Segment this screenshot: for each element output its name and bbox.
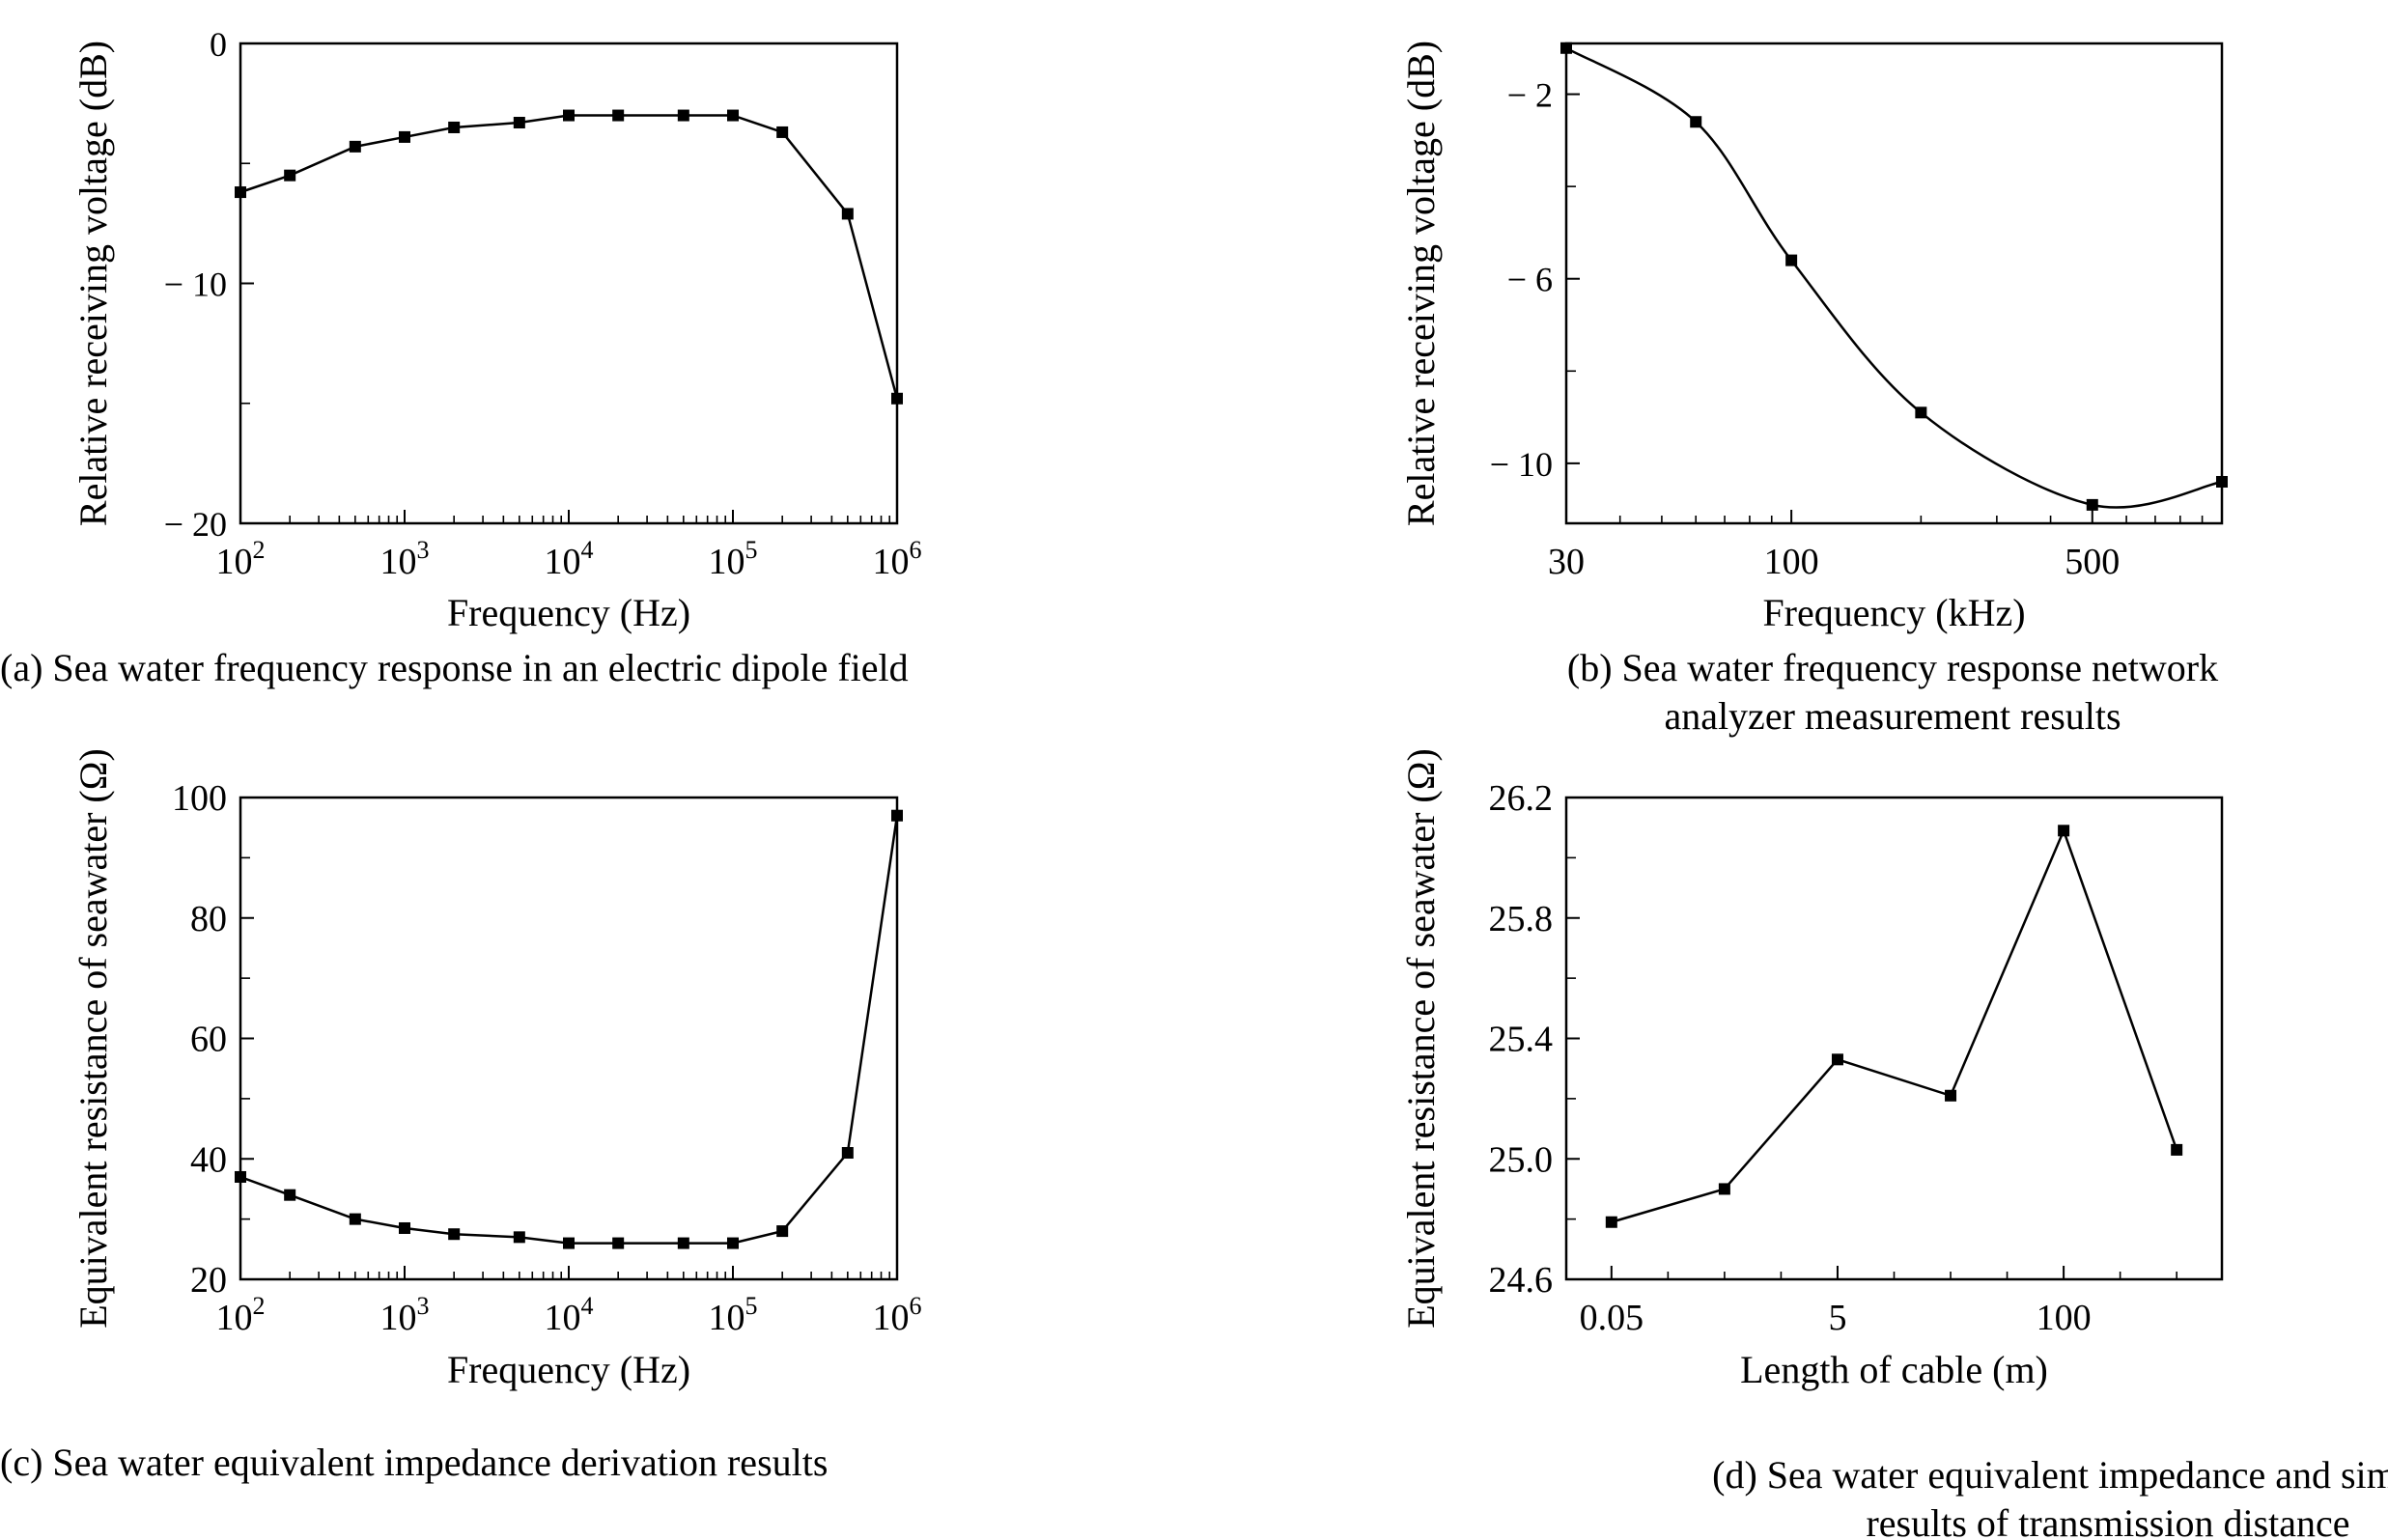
series-line: [239, 815, 899, 1245]
data-point-marker: [776, 126, 789, 138]
data-point-marker: [677, 109, 689, 122]
data-point-marker: [349, 1213, 361, 1225]
y-tick-label: 40: [190, 1139, 227, 1180]
x-tick-label: 106: [873, 1292, 922, 1338]
y-tick-label: 20: [190, 1260, 227, 1301]
x-tick-label: 102: [216, 1292, 266, 1338]
x-tick-label: 106: [873, 536, 922, 582]
figure-caption: analyzer measurement results: [1664, 694, 2121, 738]
y-tick-label: 25.0: [1489, 1139, 1554, 1180]
series-line: [1565, 46, 2223, 509]
data-point-marker: [513, 1231, 525, 1244]
y-axis-label: Relative receiving voltage (dB): [1399, 41, 1443, 526]
data-point-marker: [2216, 475, 2228, 488]
figure-caption: (c) Sea water equivalent impedance deriv…: [0, 1441, 828, 1484]
data-point-marker: [1718, 1183, 1730, 1195]
data-point-marker: [841, 1147, 854, 1160]
x-axis-label: Frequency (Hz): [447, 591, 690, 634]
figure-caption: results of transmission distance: [1866, 1501, 2349, 1540]
x-tick-label: 105: [709, 1292, 758, 1338]
y-tick-label: 26.2: [1489, 778, 1554, 819]
data-point-marker: [1915, 406, 1927, 419]
data-point-marker: [1831, 1053, 1843, 1066]
data-point-marker: [1690, 116, 1702, 128]
x-tick-label: 102: [216, 536, 266, 582]
data-point-marker: [563, 109, 575, 122]
data-point-marker: [284, 169, 296, 182]
x-tick-label: 104: [545, 536, 594, 582]
data-point-marker: [727, 109, 739, 122]
data-point-marker: [2086, 498, 2098, 511]
data-point-marker: [448, 1228, 461, 1241]
series-line: [239, 114, 899, 400]
x-axis-label: Frequency (Hz): [447, 1348, 690, 1391]
data-point-marker: [2058, 825, 2070, 837]
data-point-marker: [776, 1225, 789, 1238]
data-point-marker: [235, 1170, 246, 1183]
data-point-marker: [349, 140, 361, 153]
data-point-marker: [513, 117, 525, 129]
x-tick-label: 5: [1828, 1298, 1846, 1338]
y-axis-label: Relative receiving voltage (dB): [71, 41, 115, 526]
y-tick-label: − 2: [1507, 76, 1553, 115]
data-point-marker: [891, 392, 903, 405]
x-tick-label: 30: [1548, 542, 1585, 582]
x-tick-label: 500: [2065, 542, 2120, 582]
figure-caption: (a) Sea water frequency response in an e…: [0, 646, 909, 689]
data-point-marker: [677, 1237, 689, 1249]
data-point-marker: [563, 1237, 575, 1249]
data-point-marker: [448, 121, 461, 133]
data-point-marker: [1560, 42, 1572, 54]
figure-caption: (b) Sea water frequency response network: [1567, 646, 2218, 689]
data-point-marker: [399, 130, 410, 143]
y-axis-label: Equivalent resistance of seawater (Ω): [71, 748, 115, 1329]
chart-panel-b: 30 100 500 − 2 − 6 − 10 Frequency (kHz) Relativ…: [1399, 41, 2228, 738]
y-tick-label: 60: [190, 1020, 227, 1060]
y-tick-label: 24.6: [1489, 1260, 1554, 1301]
x-axis-label: Length of cable (m): [1740, 1348, 2048, 1391]
x-axis-label: Frequency (kHz): [1762, 591, 2025, 634]
plot-frame: [1564, 42, 2224, 525]
y-tick-label: 25.4: [1489, 1020, 1554, 1060]
data-point-marker: [1785, 254, 1798, 266]
data-point-marker: [2171, 1143, 2183, 1156]
y-tick-label: 0: [210, 25, 227, 64]
chart-panel-a: 102 103 104 105 106 0 − 10 − 20 Frequency (Hz) Re…: [0, 25, 922, 689]
x-tick-label: 105: [709, 536, 758, 582]
chart-panel-d: 0.05 5 100 24.6 25.0 25.4 25.8 26.2 Length of ca…: [1399, 748, 2388, 1540]
data-point-marker: [612, 109, 625, 122]
x-tick-label: 103: [380, 536, 430, 582]
y-tick-label: 25.8: [1489, 899, 1554, 939]
data-point-marker: [399, 1221, 410, 1234]
series-line: [1611, 826, 2178, 1223]
data-point-marker: [612, 1237, 625, 1249]
data-point-marker: [841, 208, 854, 220]
x-tick-label: 100: [1764, 542, 1819, 582]
x-tick-label: 104: [545, 1292, 594, 1338]
data-point-marker: [1945, 1089, 1957, 1102]
figure-caption: (d) Sea water equivalent impedance and s…: [1712, 1453, 2388, 1497]
y-tick-label: − 20: [164, 505, 227, 544]
data-point-marker: [727, 1237, 739, 1249]
x-tick-label: 103: [380, 1292, 430, 1338]
y-tick-label: − 10: [164, 266, 227, 304]
data-point-marker: [284, 1189, 296, 1201]
y-tick-label: 80: [190, 899, 227, 939]
y-tick-label: − 10: [1490, 445, 1553, 484]
y-tick-label: 100: [172, 778, 227, 819]
plot-frame: [239, 796, 899, 1281]
y-axis-label: Equivalent resistance of seawater (Ω): [1399, 748, 1443, 1329]
x-tick-label: 0.05: [1580, 1298, 1644, 1338]
data-point-marker: [235, 186, 246, 199]
chart-panel-c: 102 103 104 105 106 20 40 60 80 100 Frequency (Hz)…: [0, 748, 922, 1484]
x-tick-label: 100: [2037, 1298, 2092, 1338]
data-point-marker: [1605, 1216, 1617, 1228]
y-tick-label: − 6: [1507, 261, 1553, 299]
data-point-marker: [891, 809, 903, 822]
